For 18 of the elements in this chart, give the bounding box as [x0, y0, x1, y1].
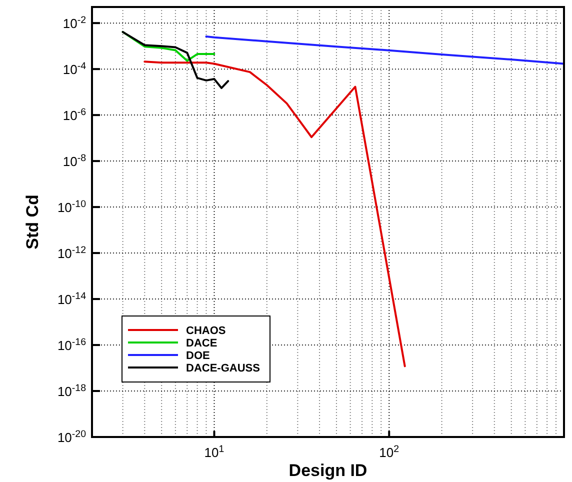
y-tick-label: 10$^{-8}$ — [62, 152, 86, 170]
y-tick-label: 10$^{-4}$ — [62, 60, 87, 78]
y-tick-label: 10$^{-6}$ — [62, 106, 86, 124]
y-tick-label: 10$^{-14}$ — [57, 290, 87, 308]
y-axis-title: Std Cd — [23, 194, 42, 250]
y-tick-label: 10$^{-20}$ — [57, 428, 87, 445]
legend-label: DOE — [186, 350, 210, 362]
x-tick-label: 10$^{1}$ — [204, 444, 224, 460]
y-tick-label: 10$^{-18}$ — [57, 382, 86, 400]
x-tick-label: 10$^{2}$ — [379, 444, 400, 460]
x-axis-title: Design ID — [288, 461, 368, 480]
y-tick-label: 10$^{-16}$ — [57, 336, 86, 354]
legend-label: DACE — [186, 338, 218, 350]
legend-label: CHAOS — [186, 325, 226, 337]
y-tick-label: 10$^{-10}$ — [57, 198, 87, 216]
y-tick-label: 10$^{-12}$ — [57, 244, 86, 262]
legend-label: DACE-GAUSS — [186, 362, 260, 374]
y-tick-label: 10$^{-2}$ — [62, 14, 86, 32]
